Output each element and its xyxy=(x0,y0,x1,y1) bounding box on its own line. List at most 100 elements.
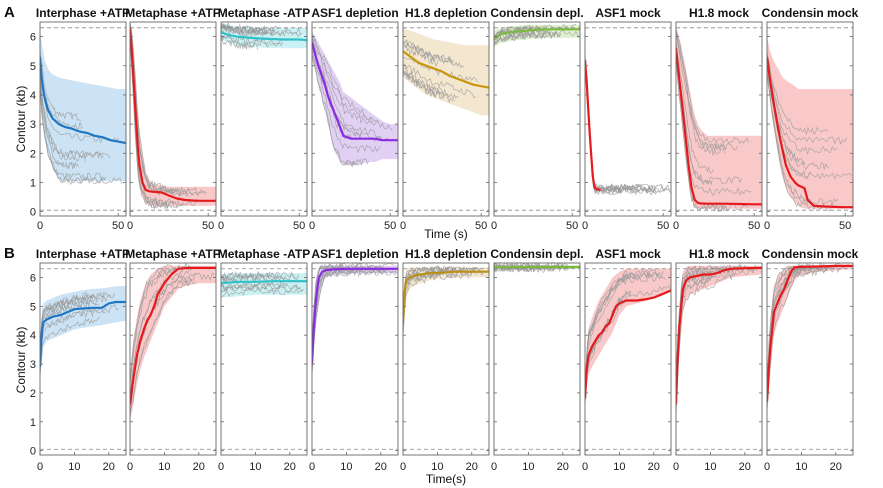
mean-line xyxy=(40,300,126,367)
individual-trace xyxy=(403,39,454,64)
subplot-b-6: Condensin depl. 0 10 20 xyxy=(490,247,583,473)
individual-trace xyxy=(312,48,381,154)
subplot-title: Interphase +ATP xyxy=(36,6,130,20)
individual-trace xyxy=(676,35,726,156)
x-tick-label: 10 xyxy=(522,461,534,473)
y-axis-label-a: Contour (kb) xyxy=(14,86,28,153)
individual-trace xyxy=(585,295,624,398)
individual-trace xyxy=(403,70,443,100)
individual-trace xyxy=(130,277,197,415)
axes-frame xyxy=(220,21,308,217)
subplot-b-3: Metaphase -ATP 0 10 20 xyxy=(218,247,310,473)
individual-trace xyxy=(585,61,657,194)
individual-trace xyxy=(403,265,472,312)
axes-frame xyxy=(402,262,490,456)
axes-frame xyxy=(766,262,854,456)
x-tick-label: 0 xyxy=(673,220,679,232)
individual-trace xyxy=(312,40,362,139)
individual-trace xyxy=(40,85,107,181)
y-tick-label: 1 xyxy=(30,177,36,189)
mean-line xyxy=(585,289,671,399)
confidence-band xyxy=(312,265,398,379)
x-tick-label: 10 xyxy=(431,461,443,473)
individual-trace xyxy=(767,263,810,383)
individual-trace xyxy=(221,271,298,281)
subplot-a-8: H1.8 mock 0 50 xyxy=(673,6,763,232)
subplot-a-4: ASF1 depletion 0 50 xyxy=(309,6,399,232)
individual-trace xyxy=(403,269,457,328)
confidence-band xyxy=(403,267,489,341)
subplot-title: Condensin mock xyxy=(762,6,859,20)
individual-trace xyxy=(676,42,714,175)
x-tick-label: 0 xyxy=(673,461,679,473)
individual-trace xyxy=(767,264,842,405)
x-tick-label: 0 xyxy=(309,220,315,232)
confidence-band xyxy=(585,268,671,408)
subplot-title: Metaphase +ATP xyxy=(125,6,220,20)
axes-frame xyxy=(220,262,308,456)
mean-line xyxy=(312,267,398,365)
subplot-title: Metaphase +ATP xyxy=(125,247,220,261)
x-tick-label: 20 xyxy=(830,461,842,473)
individual-trace xyxy=(130,268,172,384)
individual-trace xyxy=(130,36,198,208)
y-tick-label: 2 xyxy=(30,148,36,160)
axes-frame xyxy=(675,21,763,217)
axes-frame xyxy=(584,262,672,456)
x-tick-label: 0 xyxy=(127,461,133,473)
individual-trace xyxy=(767,68,809,203)
mean-line xyxy=(585,59,601,191)
mean-line xyxy=(676,48,762,206)
panel-label-a: A xyxy=(4,4,15,21)
axes-frame xyxy=(402,21,490,217)
individual-trace xyxy=(676,60,729,213)
individual-trace xyxy=(494,30,552,46)
subplot-title: ASF1 depletion xyxy=(311,6,398,20)
subplot-title: Interphase +ATP xyxy=(36,247,130,261)
confidence-band xyxy=(676,265,762,416)
subplot-a-5: H1.8 depletion 0 50 xyxy=(400,6,490,232)
individual-trace xyxy=(312,55,359,168)
x-tick-label: 10 xyxy=(340,461,352,473)
axes-frame xyxy=(311,262,399,456)
x-tick-label: 10 xyxy=(68,461,80,473)
subplot-title: H1.8 depletion xyxy=(405,247,487,261)
subplot-title: ASF1 depletion xyxy=(311,247,398,261)
individual-trace xyxy=(40,308,106,368)
subplot-a-2: Metaphase +ATP 0 50 xyxy=(125,6,220,232)
individual-trace xyxy=(221,273,300,283)
individual-trace xyxy=(767,54,838,156)
x-tick-label: 0 xyxy=(218,461,224,473)
mean-line xyxy=(403,270,489,324)
x-tick-label: 50 xyxy=(566,220,578,232)
x-tick-label: 20 xyxy=(193,461,205,473)
x-tick-label: 20 xyxy=(375,461,387,473)
confidence-band xyxy=(767,36,853,209)
individual-trace xyxy=(585,273,628,395)
x-tick-label: 20 xyxy=(284,461,296,473)
x-tick-label: 50 xyxy=(475,220,487,232)
subplot-title: Condensin mock xyxy=(762,247,859,261)
subplot-title: H1.8 mock xyxy=(689,247,749,261)
y-tick-label: 3 xyxy=(30,119,36,131)
subplot-b-9: Condensin mock 0 10 20 xyxy=(762,247,859,473)
individual-trace xyxy=(130,30,207,196)
x-tick-label: 20 xyxy=(466,461,478,473)
individual-trace xyxy=(676,29,750,145)
individual-trace xyxy=(130,270,190,397)
individual-trace xyxy=(585,58,671,193)
individual-trace xyxy=(130,278,193,416)
individual-trace xyxy=(585,63,654,196)
axes-frame xyxy=(675,262,763,456)
individual-trace xyxy=(312,268,397,375)
x-tick-label: 50 xyxy=(839,220,851,232)
individual-trace xyxy=(221,34,282,46)
individual-trace xyxy=(767,52,828,135)
y-tick-label: 0 xyxy=(30,446,36,458)
axes-frame xyxy=(129,262,217,456)
individual-trace xyxy=(676,30,739,151)
x-tick-label: 10 xyxy=(704,461,716,473)
subplot-b-7: ASF1 mock 0 10 20 xyxy=(582,247,672,473)
x-tick-label: 0 xyxy=(491,220,497,232)
